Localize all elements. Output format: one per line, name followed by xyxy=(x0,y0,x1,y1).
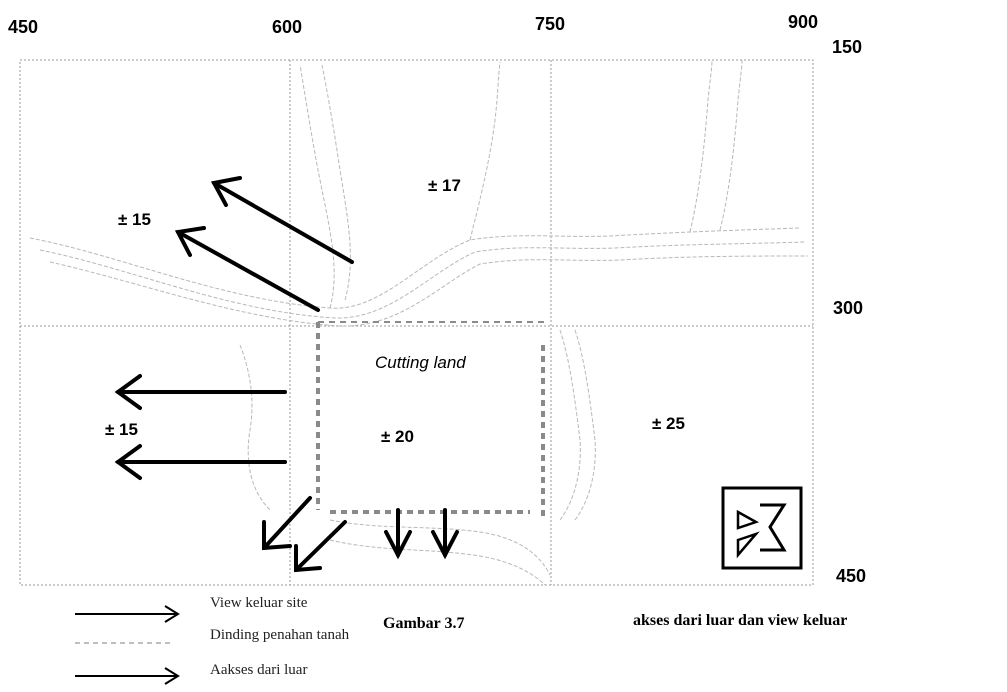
view-arrow-west-1 xyxy=(114,374,287,410)
view-arrow-north-2 xyxy=(174,226,320,312)
access-arrows xyxy=(262,496,459,573)
figure-title: akses dari luar dan view keluar xyxy=(633,612,848,629)
figure-number: Gambar 3.7 xyxy=(383,615,465,632)
legend-wall-label: Dinding penahan tanah xyxy=(210,627,350,643)
axis-label-y150: 150 xyxy=(832,37,863,57)
elevation-label-20: ± 20 xyxy=(381,427,414,446)
access-arrow-1 xyxy=(262,496,312,551)
legend-access-symbol xyxy=(75,667,180,685)
contour-lines xyxy=(29,59,809,586)
axis-label-x750: 750 xyxy=(535,14,566,34)
view-arrows xyxy=(114,176,354,480)
view-arrow-west-2 xyxy=(114,444,287,480)
elevation-label-17: ± 17 xyxy=(428,176,461,195)
retaining-wall xyxy=(316,321,545,520)
elevation-label-15-left: ± 15 xyxy=(105,420,138,439)
axis-label-y300: 300 xyxy=(833,298,864,318)
elevation-label-25: ± 25 xyxy=(652,414,685,433)
legend-access-label: Aakses dari luar xyxy=(210,662,308,678)
access-arrow-4 xyxy=(431,508,459,560)
axis-label-x600: 600 xyxy=(272,17,303,37)
axis-label-y450: 450 xyxy=(836,566,867,586)
axis-label-x450: 450 xyxy=(8,17,39,37)
legend-view-label: View keluar site xyxy=(210,595,308,611)
cutting-land-label: Cutting land xyxy=(375,353,466,372)
access-arrow-2 xyxy=(294,520,347,573)
view-arrow-north-1 xyxy=(210,176,354,264)
site-boundary xyxy=(19,59,814,586)
access-arrow-3 xyxy=(384,508,412,560)
axis-label-x900: 900 xyxy=(788,12,819,32)
north-symbol xyxy=(721,486,803,570)
legend-view-symbol xyxy=(75,605,180,623)
elevation-label-15-top: ± 15 xyxy=(118,210,151,229)
